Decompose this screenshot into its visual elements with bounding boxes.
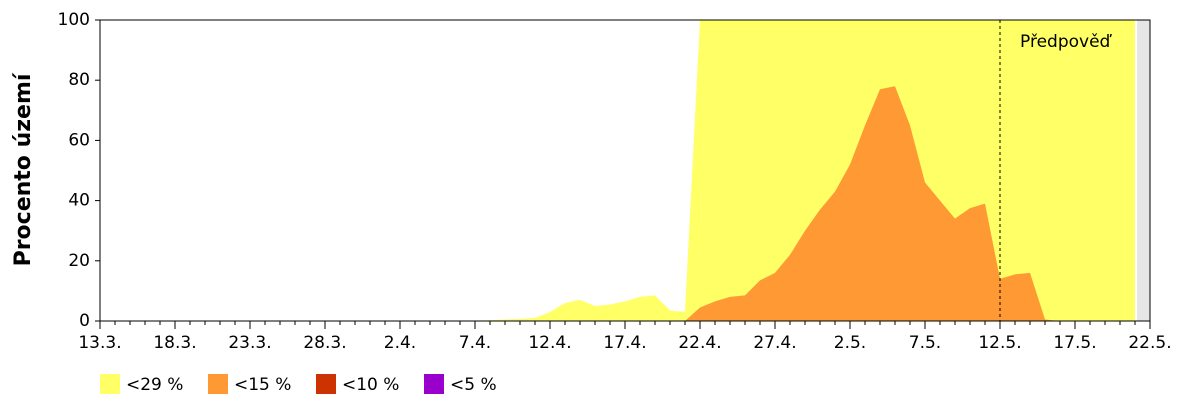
legend-label: <15 % [234,375,291,395]
legend-label: <5 % [450,375,497,395]
x-tick-label: 12.4. [528,333,571,353]
legend-label: <10 % [342,375,399,395]
y-tick-label: 60 [68,130,90,150]
x-tick-label: 17.5. [1053,333,1096,353]
y-tick-label: 20 [68,251,90,271]
x-tick-label: 23.3. [228,333,271,353]
gray-band [1137,20,1150,321]
x-tick-label: 28.3. [303,333,346,353]
x-tick-label: 12.5. [978,333,1021,353]
y-tick-label: 80 [68,70,90,90]
x-tick-label: 22.4. [678,333,721,353]
areas [100,20,1135,321]
legend-swatch [208,374,228,394]
annotation: Předpověď [1020,32,1113,52]
x-tick-label: 2.4. [384,333,416,353]
x-tick-label: 22.5. [1128,333,1171,353]
x-tick-label: 27.4. [753,333,796,353]
area [100,86,1135,321]
legend-swatch [316,374,336,394]
x-tick-label: 17.4. [603,333,646,353]
legend-label: <29 % [126,375,183,395]
y-tick-label: 100 [58,10,90,30]
y-axis-label: Procento území [11,72,36,266]
x-tick-label: 13.3. [78,333,121,353]
x-tick-label: 7.5. [909,333,941,353]
y-tick-label: 0 [79,311,90,331]
y-tick-label: 40 [68,191,90,211]
legend-swatch [424,374,444,394]
legend-swatch [100,374,120,394]
x-tick-label: 18.3. [153,333,196,353]
x-tick-label: 2.5. [834,333,866,353]
x-tick-label: 7.4. [459,333,491,353]
